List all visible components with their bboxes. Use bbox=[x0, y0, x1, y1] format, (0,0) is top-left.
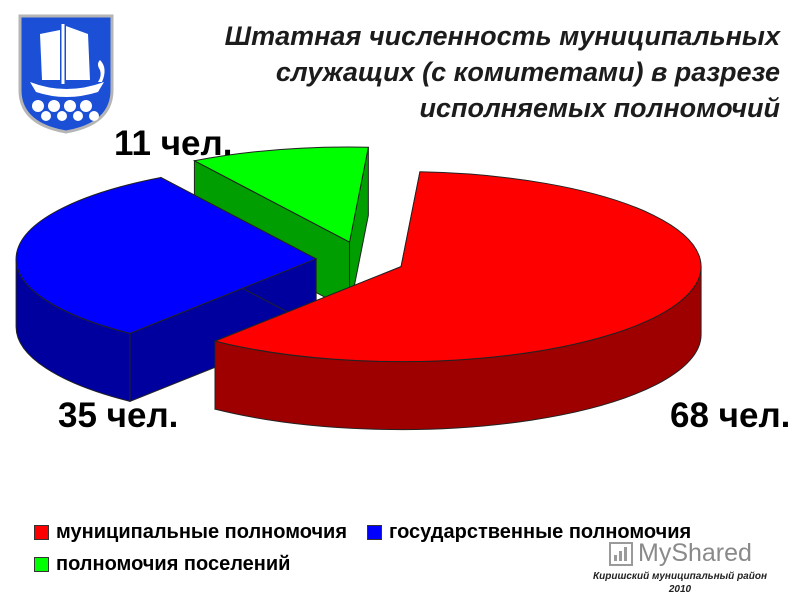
legend-swatch-municipal bbox=[34, 524, 49, 540]
data-label-settlement: 11 чел. bbox=[114, 124, 233, 163]
legend-label-municipal: муниципальные полномочия bbox=[56, 520, 348, 543]
pie-slice-state-top bbox=[15, 177, 318, 334]
chart-title-line-1: Штатная численность муниципальных bbox=[224, 21, 780, 51]
legend-row: полномочия поселений bbox=[34, 548, 711, 580]
pie-slice-settlement-top bbox=[192, 146, 369, 243]
watermark: MyShared bbox=[608, 539, 752, 568]
legend-swatch-settlement bbox=[34, 556, 49, 572]
pie-slice-municipal bbox=[213, 171, 702, 431]
data-label-municipal: 68 чел. bbox=[670, 396, 791, 435]
pie-slice-municipal-top bbox=[213, 171, 702, 363]
chart-title-line-3: исполняемых полномочий bbox=[419, 93, 781, 123]
chart-title: Штатная численность муниципальных служащ… bbox=[128, 18, 780, 126]
footer: Киришский муниципальный район 2010 bbox=[560, 570, 800, 596]
footer-year: 2010 bbox=[668, 584, 692, 595]
data-label-state: 35 чел. bbox=[58, 396, 179, 435]
legend-entry-settlement: полномочия поселений bbox=[34, 553, 290, 576]
legend-label-settlement: полномочия поселений bbox=[56, 552, 291, 575]
legend-entry-state: государственные полномочия bbox=[367, 521, 691, 544]
legend-label-state: государственные полномочия bbox=[389, 520, 692, 543]
coat-of-arms-icon bbox=[18, 14, 114, 134]
footer-organization: Киришский муниципальный район bbox=[592, 571, 767, 582]
legend-entry-municipal: муниципальные полномочия bbox=[34, 521, 347, 544]
chart-legend: муниципальные полномочия государственные… bbox=[34, 516, 711, 580]
legend-row: муниципальные полномочия государственные… bbox=[34, 516, 711, 548]
chart-title-line-2: служащих (с комитетами) в разрезе bbox=[275, 57, 780, 87]
pie-slice-state bbox=[15, 176, 318, 403]
myshared-logo-icon bbox=[609, 541, 633, 566]
watermark-text: MyShared bbox=[638, 539, 752, 567]
legend-swatch-state bbox=[367, 524, 383, 540]
